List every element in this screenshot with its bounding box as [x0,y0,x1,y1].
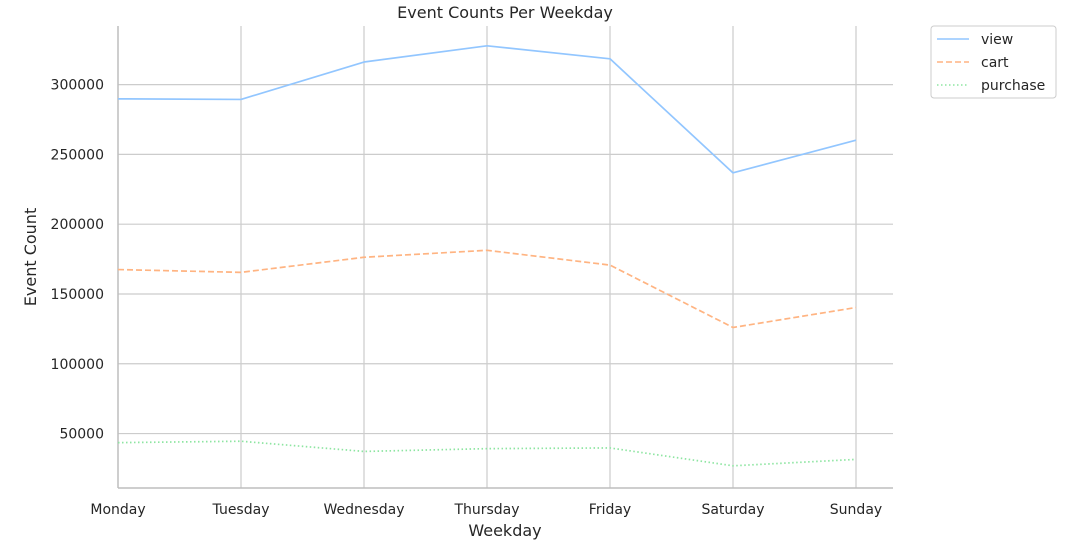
x-tick-label: Thursday [453,502,519,518]
legend-label-view: view [981,32,1013,48]
x-tick-label: Saturday [701,502,764,518]
chart-title: Event Counts Per Weekday [397,3,613,22]
y-tick-label: 300000 [51,78,104,94]
x-tick-label: Wednesday [323,502,404,518]
series-lines [117,44,857,467]
legend-frame [930,25,1057,99]
x-tick-label: Sunday [830,502,882,518]
series-line-view [117,44,857,174]
y-tick-label: 250000 [51,147,104,163]
legend-label-cart: cart [981,55,1009,71]
y-tick-label: 100000 [51,357,104,373]
x-axis-title: Weekday [468,521,541,540]
y-tick-label: 150000 [51,287,104,303]
x-tick-label: Monday [90,502,145,518]
series-line-purchase [117,440,857,467]
x-tick-labels: Monday Tuesday Wednesday Thursday Friday Satu… [90,502,882,518]
series-line-cart [117,249,857,329]
y-axis-title: Event Count [21,208,40,306]
legend-label-purchase: purchase [981,78,1045,94]
x-tick-label: Tuesday [212,502,270,518]
legend: view cart purchase [930,25,1057,99]
axes [117,26,893,489]
y-tick-label: 50000 [59,427,104,443]
y-tick-label: 200000 [51,217,104,233]
x-tick-label: Friday [589,502,631,518]
grid-lines [117,26,893,488]
y-tick-labels: 50000 100000 150000 200000 250000 300000 [51,78,104,443]
